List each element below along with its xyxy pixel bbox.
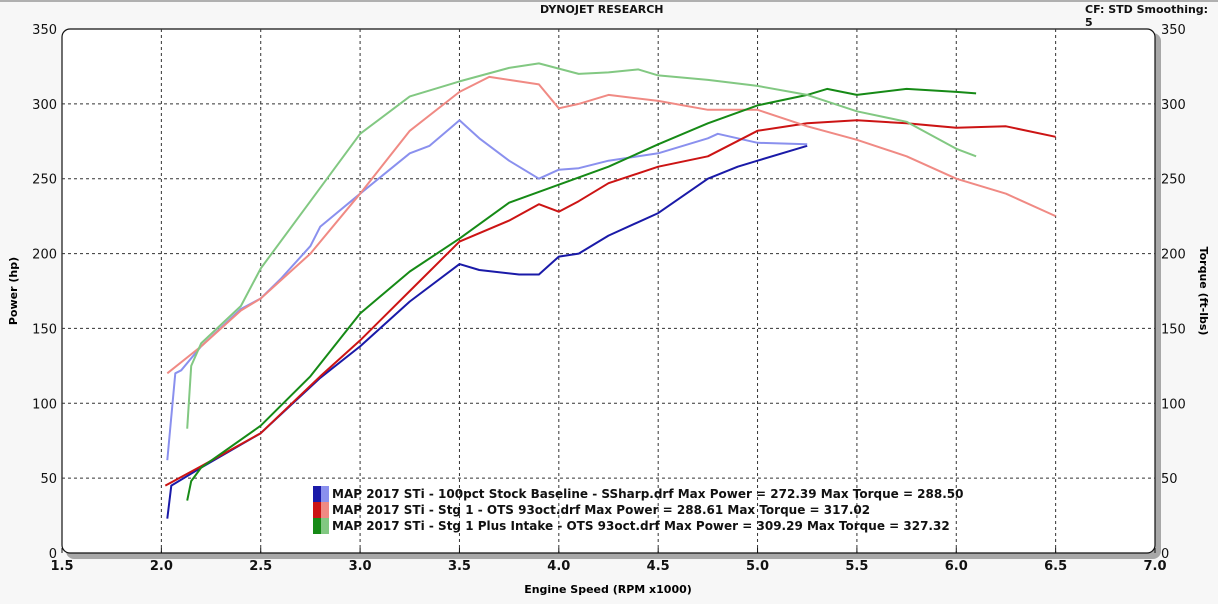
x-tick-label: 5.0 <box>746 559 769 574</box>
legend-entry: MAP 2017 STi - Stg 1 - OTS 93oct.drf Max… <box>332 503 870 517</box>
x-tick-label: 1.5 <box>50 559 73 574</box>
x-tick-label: 4.0 <box>547 559 570 574</box>
legend-swatch-dark <box>313 502 321 518</box>
series-line <box>186 62 977 429</box>
x-tick-label: 3.5 <box>448 559 471 574</box>
settings-readout: CF: STD Smoothing: 5 <box>1085 3 1209 29</box>
y-tick-label: 0 <box>49 547 57 562</box>
legend-swatch-light <box>321 486 329 502</box>
legend-swatch-dark <box>313 518 321 534</box>
y-tick-label: 150 <box>32 322 57 337</box>
x-tick-label: 3.0 <box>349 559 372 574</box>
legend-swatch-light <box>321 502 329 518</box>
x-tick-label: 5.5 <box>845 559 868 574</box>
x-axis-label: Engine Speed (RPM x1000) <box>524 583 692 596</box>
x-tick-label: 2.5 <box>249 559 272 574</box>
y2-tick-label: 0 <box>1161 547 1169 562</box>
series-line <box>164 119 1056 487</box>
y-tick-label: 100 <box>32 397 57 412</box>
x-tick-label: 6.0 <box>945 559 968 574</box>
legend-entry: MAP 2017 STi - 100pct Stock Baseline - S… <box>332 487 963 501</box>
legend-entry: MAP 2017 STi - Stg 1 Plus Intake - OTS 9… <box>332 519 950 533</box>
y-axis-label: Power (hp) <box>7 257 20 325</box>
y2-axis-label: Torque (ft-lbs) <box>1197 247 1210 336</box>
y2-tick-label: 50 <box>1161 472 1178 487</box>
y-tick-label: 50 <box>40 472 57 487</box>
y-tick-label: 300 <box>32 98 57 113</box>
x-tick-label: 4.5 <box>647 559 670 574</box>
legend-swatch-light <box>321 518 329 534</box>
series-line <box>186 87 977 501</box>
chart-title: DYNOJET RESEARCH <box>540 3 664 16</box>
top-border <box>0 0 1218 2</box>
y-tick-label: 200 <box>32 248 57 263</box>
x-tick-label: 7.0 <box>1143 559 1166 574</box>
y2-tick-label: 300 <box>1161 98 1186 113</box>
x-tick-label: 2.0 <box>150 559 173 574</box>
y2-tick-label: 250 <box>1161 173 1186 188</box>
legend-swatch-dark <box>313 486 321 502</box>
y2-tick-label: 150 <box>1161 322 1186 337</box>
x-tick-label: 6.5 <box>1044 559 1067 574</box>
y-tick-label: 250 <box>32 173 57 188</box>
y2-tick-label: 350 <box>1161 23 1186 38</box>
y-tick-label: 350 <box>32 23 57 38</box>
series-line <box>166 75 1057 375</box>
y2-tick-label: 200 <box>1161 248 1186 263</box>
y2-tick-label: 100 <box>1161 397 1186 412</box>
plot-area <box>61 28 1156 554</box>
